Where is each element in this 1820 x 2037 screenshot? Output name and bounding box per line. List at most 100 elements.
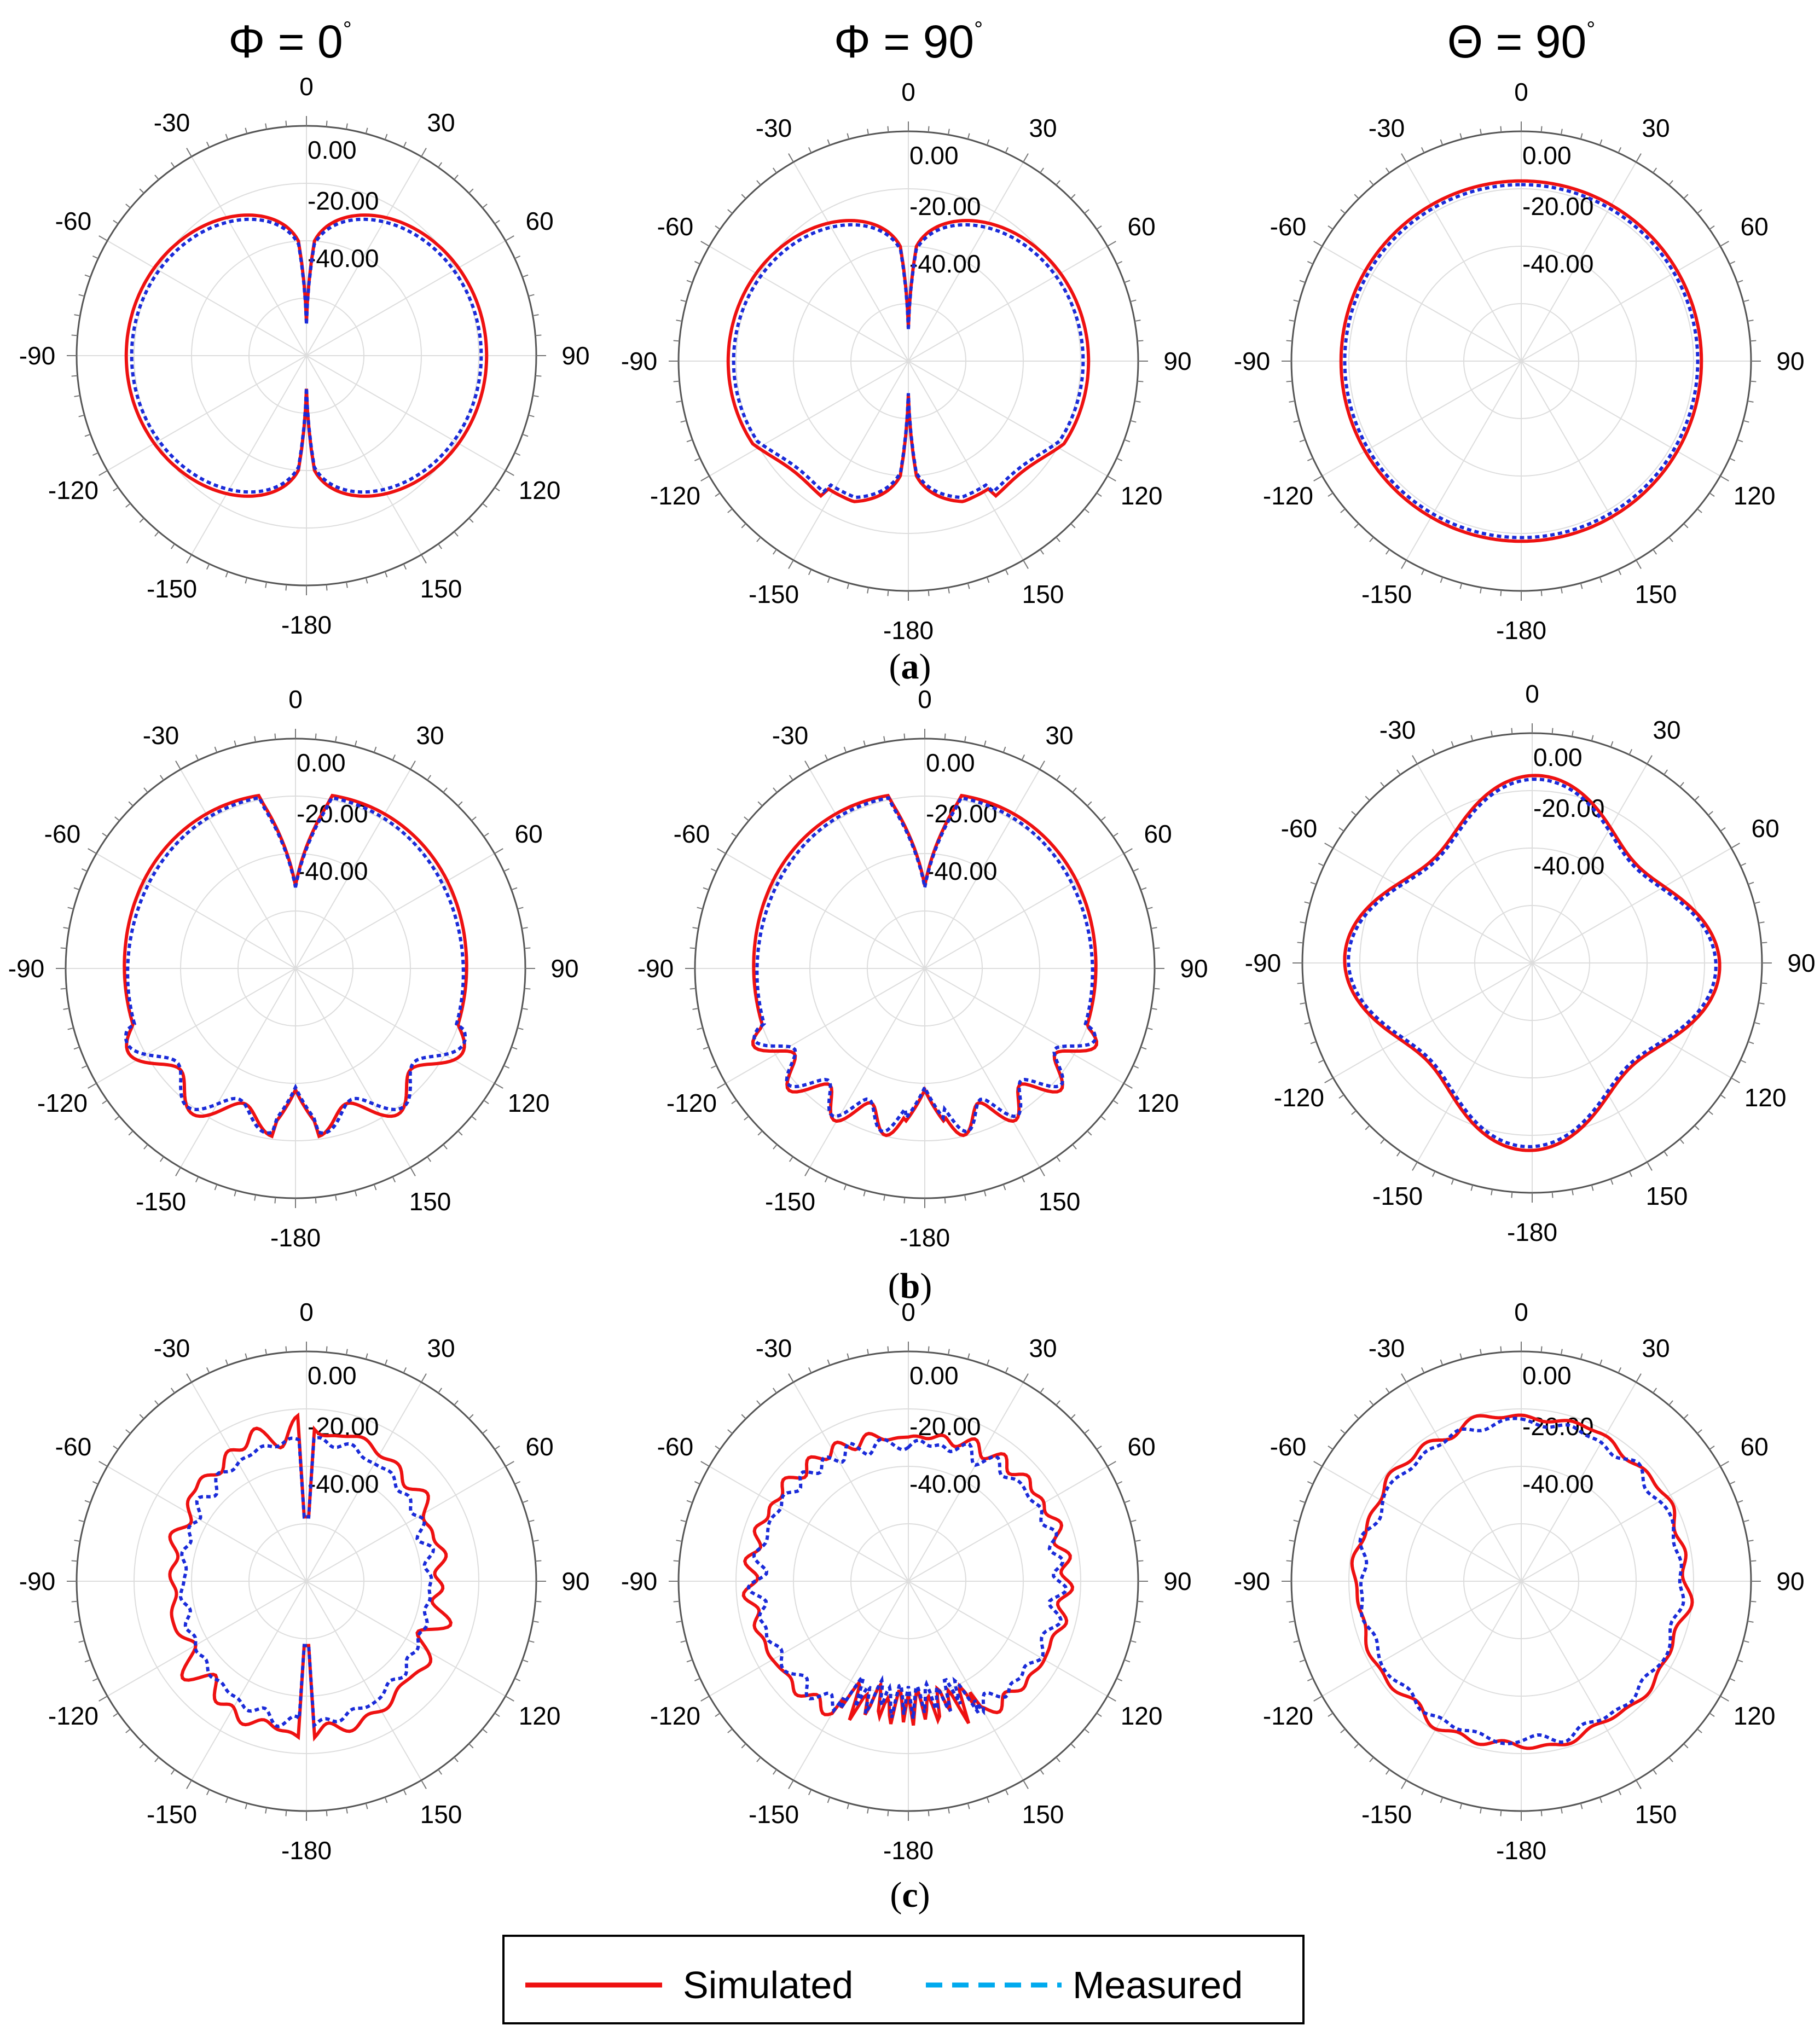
grid-spoke (908, 161, 1024, 362)
angle-tick-mark (757, 801, 763, 806)
angle-tick-mark (98, 1461, 108, 1467)
angle-tick-mark (421, 148, 427, 157)
angle-tick-mark (154, 531, 159, 537)
angle-tick-mark (1289, 1540, 1295, 1542)
angle-tick-mark (673, 340, 680, 342)
angle-tick-mark (234, 1190, 237, 1197)
angle-tick-mark (986, 1359, 990, 1366)
angle-tick-mark (1130, 420, 1137, 423)
angle-tick-mark (438, 1388, 443, 1394)
measured-series-line (746, 1437, 1068, 1719)
angle-tick-mark (680, 299, 687, 303)
angle-tick-mark (694, 260, 700, 265)
angle-tick-label: 90 (561, 341, 589, 370)
angle-tick-mark (1737, 1500, 1743, 1504)
angle-tick-mark (505, 1461, 514, 1467)
angle-tick-mark (1304, 901, 1311, 904)
angle-tick-mark (1540, 126, 1543, 132)
angle-tick-mark (528, 414, 535, 417)
angle-tick-mark (1040, 1769, 1045, 1775)
angle-tick-label: 90 (1163, 347, 1191, 375)
angle-tick-mark (1087, 1130, 1092, 1136)
angle-tick-mark (78, 1519, 85, 1523)
polar-chart-a-0: 0 30 60 90 120 150 -180 -150 -120 -90 -60 -30 0.00 -2… (19, 72, 590, 639)
angle-tick-mark (1369, 180, 1374, 185)
angle-tick-mark (234, 740, 237, 747)
angle-tick-mark (125, 204, 131, 208)
angle-tick-mark (1137, 340, 1144, 342)
angle-tick-mark (1318, 1059, 1324, 1064)
angle-tick-label: 150 (1635, 1800, 1677, 1829)
angle-tick-label: 0 (901, 1298, 915, 1326)
grid-spoke (1332, 848, 1533, 964)
angle-tick-mark (1289, 320, 1295, 322)
angle-tick-mark (1571, 1189, 1574, 1195)
angle-tick-mark (334, 1194, 337, 1201)
angle-tick-mark (206, 1367, 210, 1373)
angle-tick-label: 150 (420, 1800, 462, 1829)
grid-spoke (295, 968, 411, 1168)
angle-tick-mark (741, 523, 746, 529)
angle-tick-mark (81, 868, 88, 872)
angle-tick-mark (1056, 180, 1060, 185)
polar-chart-a-1: 0 30 60 90 120 150 -180 -150 -120 -90 -60 -30 0.00 -2… (621, 78, 1192, 645)
angle-tick-label: 120 (1734, 1702, 1776, 1730)
angle-tick-mark (686, 439, 693, 443)
angle-tick-mark (710, 868, 717, 872)
angle-tick-mark (883, 736, 886, 742)
angle-tick-mark (1694, 1125, 1700, 1130)
angle-tick-label: -150 (765, 1187, 815, 1216)
angle-tick-label: 30 (427, 1334, 455, 1362)
angle-tick-mark (1056, 1156, 1061, 1162)
angle-tick-mark (1070, 1743, 1076, 1749)
angle-tick-label: -90 (1245, 949, 1281, 977)
angle-tick-label: -150 (1372, 1182, 1423, 1210)
radial-label: -20.00 (297, 799, 368, 828)
angle-tick-mark (1112, 832, 1118, 837)
angle-tick-mark (1338, 827, 1344, 832)
angle-tick-mark (88, 1083, 97, 1089)
angle-tick-mark (676, 320, 682, 322)
angle-tick-label: 0 (299, 72, 314, 101)
row-caption-a: (a) (889, 647, 931, 687)
polar-chart-a-2: 0306090120150-180-150-120-90-60-300.00-2… (1234, 78, 1805, 645)
angle-tick-mark (1636, 560, 1642, 569)
angle-tick-mark (113, 487, 119, 492)
angle-tick-mark (78, 1640, 85, 1643)
angle-tick-mark (756, 537, 761, 542)
angle-tick-mark (1750, 1600, 1757, 1603)
measured-series-line (130, 217, 483, 494)
angle-tick-mark (421, 1780, 427, 1789)
angle-tick-mark (482, 503, 488, 508)
angle-tick-mark (1307, 1678, 1313, 1682)
grid-spoke (1521, 1581, 1721, 1697)
angle-tick-mark (1300, 1002, 1306, 1005)
measured-series-line (1358, 1417, 1685, 1745)
angle-tick-mark (673, 1600, 680, 1603)
angle-tick-mark (744, 816, 749, 821)
angle-tick-mark (827, 139, 831, 146)
angle-tick-mark (1313, 1461, 1323, 1467)
grid-spoke (1521, 1581, 1637, 1781)
grid-spoke (809, 769, 925, 969)
angle-tick-mark (74, 1620, 80, 1623)
grid-spoke (295, 769, 411, 969)
angle-tick-mark (1683, 1414, 1689, 1419)
grid-spoke (306, 1581, 506, 1697)
angle-tick-mark (700, 475, 710, 481)
grid-spoke (1332, 962, 1533, 1078)
angle-tick-mark (1737, 439, 1743, 443)
angle-tick-mark (98, 470, 108, 476)
angle-tick-mark (84, 1500, 91, 1504)
angle-tick-mark (373, 746, 377, 753)
angle-tick-mark (1571, 730, 1574, 737)
angle-tick-mark (1758, 921, 1765, 924)
angle-tick-mark (384, 1359, 388, 1366)
angle-tick-label: -60 (1270, 212, 1306, 241)
angle-tick-mark (92, 255, 98, 259)
angle-tick-mark (1401, 1780, 1407, 1789)
angle-tick-mark (1002, 746, 1006, 753)
grid-spoke (908, 1382, 1024, 1582)
angle-tick-mark (731, 1100, 737, 1105)
angle-tick-mark (403, 1367, 407, 1373)
